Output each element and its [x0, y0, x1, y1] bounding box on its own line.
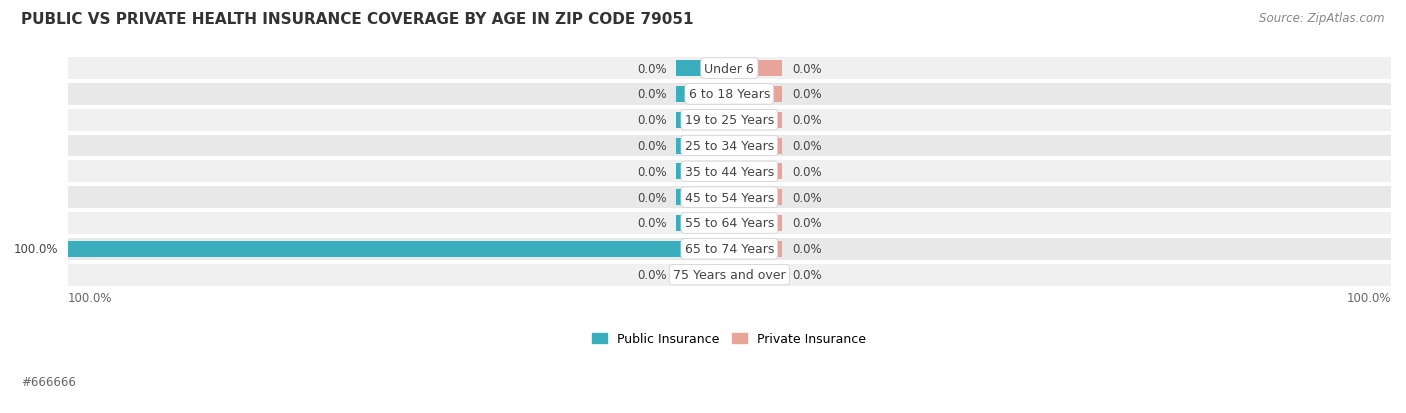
Bar [730, 138, 782, 154]
Text: 55 to 64 Years: 55 to 64 Years [685, 217, 775, 230]
Text: 0.0%: 0.0% [792, 268, 823, 282]
Text: 0.0%: 0.0% [792, 62, 823, 75]
Text: 25 to 34 Years: 25 to 34 Years [685, 140, 773, 153]
Bar [730, 267, 782, 283]
Bar [730, 216, 782, 231]
Bar [67, 264, 1391, 286]
Bar [67, 58, 1391, 80]
Text: 0.0%: 0.0% [792, 88, 823, 101]
Bar [676, 112, 730, 128]
Bar [676, 87, 730, 102]
Text: 100.0%: 100.0% [13, 243, 58, 256]
Bar [67, 187, 1391, 209]
Bar [67, 161, 1391, 183]
Text: 45 to 54 Years: 45 to 54 Years [685, 191, 775, 204]
Text: 0.0%: 0.0% [637, 62, 666, 75]
Text: 35 to 44 Years: 35 to 44 Years [685, 166, 773, 178]
Text: Under 6: Under 6 [704, 62, 754, 75]
Bar [67, 238, 1391, 260]
Text: PUBLIC VS PRIVATE HEALTH INSURANCE COVERAGE BY AGE IN ZIP CODE 79051: PUBLIC VS PRIVATE HEALTH INSURANCE COVER… [21, 12, 693, 27]
Legend: Public Insurance, Private Insurance: Public Insurance, Private Insurance [592, 332, 866, 345]
Text: 0.0%: 0.0% [792, 140, 823, 153]
Text: 75 Years and over: 75 Years and over [673, 268, 786, 282]
Text: 0.0%: 0.0% [792, 243, 823, 256]
Bar [676, 267, 730, 283]
Bar [730, 61, 782, 77]
Bar [67, 241, 730, 257]
Bar [67, 109, 1391, 131]
Bar [730, 112, 782, 128]
Text: Source: ZipAtlas.com: Source: ZipAtlas.com [1260, 12, 1385, 25]
Text: 100.0%: 100.0% [1347, 292, 1391, 305]
Bar [67, 84, 1391, 106]
Text: #666666: #666666 [21, 375, 76, 388]
Text: 0.0%: 0.0% [637, 268, 666, 282]
Bar [67, 213, 1391, 235]
Text: 0.0%: 0.0% [637, 114, 666, 127]
Bar [730, 190, 782, 206]
Bar [67, 135, 1391, 157]
Text: 0.0%: 0.0% [637, 140, 666, 153]
Text: 100.0%: 100.0% [67, 292, 112, 305]
Bar [730, 164, 782, 180]
Bar [730, 241, 782, 257]
Text: 0.0%: 0.0% [637, 191, 666, 204]
Bar [676, 190, 730, 206]
Text: 0.0%: 0.0% [792, 191, 823, 204]
Text: 6 to 18 Years: 6 to 18 Years [689, 88, 770, 101]
Text: 0.0%: 0.0% [637, 217, 666, 230]
Text: 0.0%: 0.0% [792, 217, 823, 230]
Text: 0.0%: 0.0% [792, 114, 823, 127]
Text: 0.0%: 0.0% [637, 88, 666, 101]
Bar [676, 138, 730, 154]
Text: 19 to 25 Years: 19 to 25 Years [685, 114, 773, 127]
Text: 65 to 74 Years: 65 to 74 Years [685, 243, 775, 256]
Bar [676, 61, 730, 77]
Text: 0.0%: 0.0% [637, 166, 666, 178]
Bar [676, 164, 730, 180]
Bar [730, 87, 782, 102]
Text: 0.0%: 0.0% [792, 166, 823, 178]
Bar [676, 216, 730, 231]
